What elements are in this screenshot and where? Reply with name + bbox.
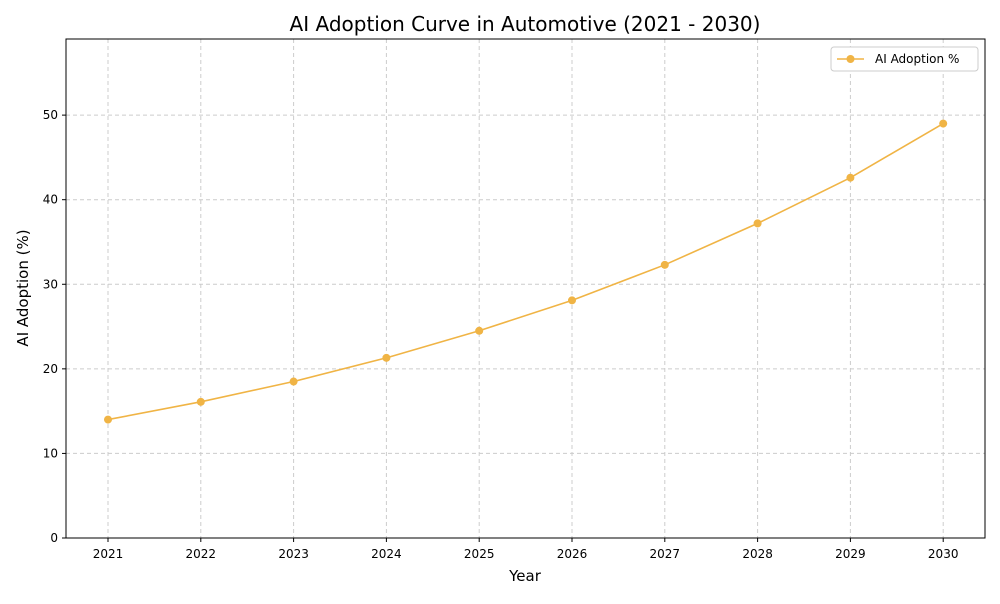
x-tick-label: 2028 (742, 547, 773, 561)
plot-frame (65, 38, 986, 539)
data-point (196, 397, 205, 406)
x-tick-label: 2023 (278, 547, 309, 561)
x-axis-label: Year (508, 567, 542, 585)
y-tick-label: 50 (43, 108, 58, 122)
x-tick-label: 2026 (557, 547, 588, 561)
x-tick-label: 2029 (835, 547, 866, 561)
data-point (568, 296, 576, 305)
data-point (846, 173, 855, 182)
data-point (939, 119, 948, 128)
x-tick-label: 2025 (464, 547, 495, 561)
y-tick-label: 30 (43, 277, 58, 291)
legend-label: AI Adoption % (875, 52, 959, 66)
x-tick-label: 2024 (371, 547, 402, 561)
legend-box (830, 46, 979, 72)
y-tick-label: 10 (43, 446, 58, 460)
legend: AI Adoption % (830, 46, 979, 72)
series (104, 119, 948, 424)
x-tick-label: 2027 (650, 547, 681, 561)
data-point (289, 377, 298, 386)
x-tick-label: 2030 (928, 547, 959, 561)
data-point (104, 415, 112, 424)
y-tick-label: 0 (50, 531, 58, 545)
x-tick-label: 2021 (93, 547, 124, 561)
data-point (660, 260, 669, 269)
y-axis-label: AI Adoption (%) (14, 229, 32, 346)
data-point (753, 219, 762, 228)
grid (66, 39, 985, 539)
chart-title: AI Adoption Curve in Automotive (2021 - … (290, 12, 761, 36)
y-tick-label: 40 (43, 193, 58, 207)
x-tick-label: 2022 (186, 547, 217, 561)
data-point (475, 326, 484, 335)
series-line (107, 122, 944, 421)
data-point (382, 353, 391, 362)
legend-marker (846, 55, 855, 63)
y-tick-label: 20 (43, 362, 58, 376)
